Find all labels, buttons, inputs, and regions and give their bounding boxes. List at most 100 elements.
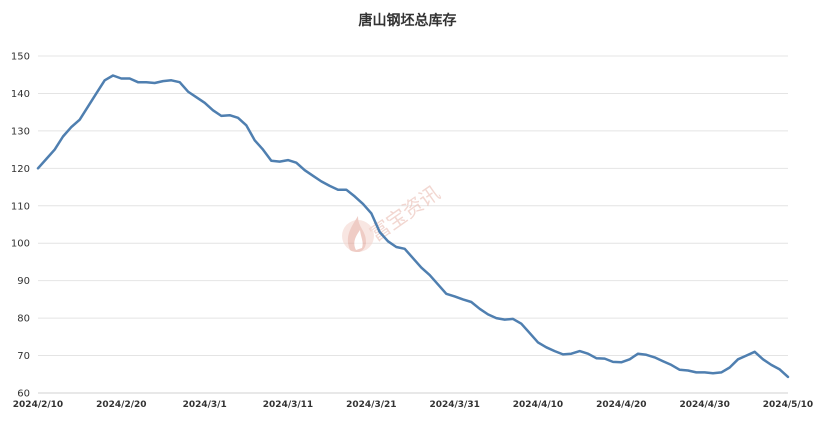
data-point bbox=[452, 293, 458, 299]
data-point bbox=[427, 272, 433, 278]
y-tick-label: 130 bbox=[11, 126, 30, 137]
data-point bbox=[593, 355, 599, 361]
data-point bbox=[185, 89, 191, 95]
data-point bbox=[160, 78, 166, 84]
data-point bbox=[227, 112, 233, 118]
data-point bbox=[627, 356, 633, 362]
data-point bbox=[560, 351, 566, 357]
data-point bbox=[260, 147, 266, 153]
data-point bbox=[785, 374, 791, 380]
data-point bbox=[77, 117, 83, 123]
data-point bbox=[543, 344, 549, 350]
data-point bbox=[110, 72, 116, 78]
data-point bbox=[660, 358, 666, 364]
data-point bbox=[585, 351, 591, 357]
data-point bbox=[277, 159, 283, 165]
data-point bbox=[285, 157, 291, 163]
data-point bbox=[360, 201, 366, 207]
data-point bbox=[777, 366, 783, 372]
data-point bbox=[302, 167, 308, 173]
series-line-0 bbox=[36, 74, 790, 379]
data-point bbox=[418, 265, 424, 271]
data-point bbox=[535, 339, 541, 345]
data-point bbox=[602, 356, 608, 362]
x-tick-label: 2024/5/10 bbox=[763, 400, 813, 410]
data-point bbox=[235, 115, 241, 121]
y-axis-tick-labels: 60 70 80 90 100 110 120 130 140 150 bbox=[11, 52, 30, 400]
y-tick-label: 90 bbox=[17, 276, 30, 287]
data-point bbox=[268, 158, 274, 164]
data-point bbox=[718, 369, 724, 375]
data-point bbox=[318, 178, 324, 184]
data-point bbox=[477, 306, 483, 312]
data-point bbox=[43, 156, 49, 162]
x-tick-label: 2024/4/20 bbox=[596, 400, 646, 410]
data-point bbox=[668, 362, 674, 368]
data-point bbox=[435, 281, 441, 287]
data-point bbox=[152, 80, 158, 86]
data-point bbox=[218, 113, 224, 119]
data-point bbox=[352, 193, 358, 199]
data-point bbox=[702, 369, 708, 375]
data-point bbox=[127, 75, 133, 81]
data-point bbox=[35, 165, 41, 171]
data-point bbox=[393, 244, 399, 250]
x-tick-label: 2024/3/21 bbox=[346, 400, 396, 410]
y-tick-label: 100 bbox=[11, 239, 30, 250]
x-tick-label: 2024/3/11 bbox=[263, 400, 313, 410]
x-tick-label: 2024/2/20 bbox=[96, 400, 146, 410]
data-point bbox=[618, 359, 624, 365]
y-tick-label: 120 bbox=[11, 164, 30, 175]
data-point bbox=[202, 100, 208, 106]
chart-title: 唐山钢坯总库存 bbox=[358, 13, 457, 29]
data-point bbox=[518, 321, 524, 327]
series-layer bbox=[35, 72, 791, 380]
data-point bbox=[735, 356, 741, 362]
x-axis-tick-labels: 2024/2/10 2024/2/20 2024/3/1 2024/3/11 2024/… bbox=[13, 400, 813, 410]
data-point bbox=[527, 330, 533, 336]
data-point bbox=[743, 353, 749, 359]
flame-logo-icon bbox=[342, 216, 374, 252]
x-tick-label: 2024/2/10 bbox=[13, 400, 63, 410]
data-point bbox=[468, 299, 474, 305]
data-point bbox=[402, 246, 408, 252]
data-point bbox=[60, 134, 66, 140]
data-point bbox=[93, 90, 99, 96]
data-point bbox=[643, 352, 649, 358]
data-point bbox=[460, 296, 466, 302]
data-point bbox=[168, 77, 174, 83]
data-point bbox=[368, 210, 374, 216]
data-point bbox=[210, 107, 216, 113]
data-point bbox=[677, 367, 683, 373]
data-point bbox=[710, 370, 716, 376]
data-point bbox=[652, 354, 658, 360]
data-point bbox=[577, 348, 583, 354]
data-point bbox=[768, 362, 774, 368]
y-tick-label: 70 bbox=[17, 351, 30, 362]
data-point bbox=[493, 315, 499, 321]
y-tick-label: 110 bbox=[11, 201, 30, 212]
y-tick-label: 150 bbox=[11, 52, 30, 63]
data-point bbox=[510, 316, 516, 322]
data-point bbox=[752, 349, 758, 355]
y-tick-label: 140 bbox=[11, 89, 30, 100]
data-point bbox=[410, 255, 416, 261]
data-point bbox=[385, 238, 391, 244]
watermark-text: 富宝资讯 bbox=[365, 181, 444, 247]
data-point bbox=[252, 137, 258, 143]
data-point bbox=[568, 351, 574, 357]
data-point bbox=[343, 187, 349, 193]
data-point bbox=[635, 351, 641, 357]
data-point bbox=[443, 291, 449, 297]
data-point bbox=[335, 187, 341, 193]
data-point bbox=[693, 369, 699, 375]
data-point bbox=[135, 79, 141, 85]
data-point bbox=[177, 79, 183, 85]
data-point bbox=[502, 317, 508, 323]
grid-lines bbox=[38, 55, 788, 357]
y-tick-label: 80 bbox=[17, 314, 30, 325]
data-point bbox=[85, 104, 91, 110]
data-point bbox=[143, 79, 149, 85]
data-point bbox=[377, 229, 383, 235]
